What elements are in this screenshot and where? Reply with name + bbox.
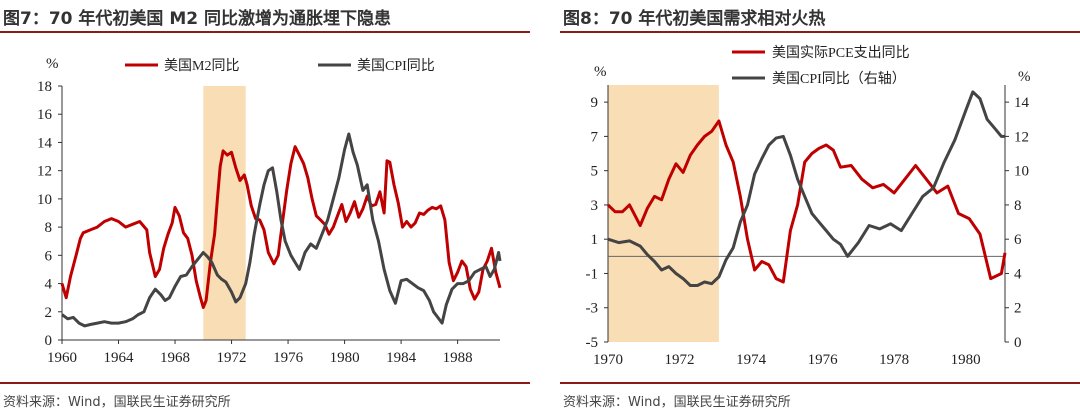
title-rule	[0, 31, 530, 33]
y-tick-label: 12	[37, 164, 52, 180]
legend-label: 美国M2同比	[164, 58, 239, 74]
right-y-tick-label: 4	[1014, 266, 1022, 282]
chart-pce-cpi: -5 -3 -1 1 3 5 7 9 0 2 4 6 8 10 12 14 1970 1972 1974 1976 19…	[586, 45, 1031, 368]
chart-panel-pce-cpi: 图8：70 年代初美国需求相对火热 -5 -3 -1 1 3 5 7 9 0 2 4 6 8 10 12 14…	[560, 0, 1080, 417]
x-tick-label: 1988	[443, 350, 473, 366]
left-y-tick-label: -5	[586, 335, 599, 351]
chart-m2-cpi: 0 2 4 6 8 10 12 14 16 18 1960 1964 1968 1972 1976 1980 1…	[37, 56, 502, 366]
x-tick-label: 1960	[47, 350, 77, 366]
x-tick-label: 1978	[879, 352, 909, 368]
left-y-tick-label: 3	[591, 198, 599, 214]
x-tick-label: 1972	[665, 352, 695, 368]
x-tick-label: 1964	[104, 350, 135, 366]
legend-label: 美国CPI同比	[357, 58, 435, 74]
left-y-tick-label: 5	[591, 164, 599, 180]
y-tick-label: 18	[37, 79, 52, 95]
y-tick-label: 10	[37, 192, 52, 208]
title-rule	[560, 31, 1080, 33]
legend-label: 美国CPI同比（右轴）	[772, 71, 906, 87]
y-tick-label: 16	[37, 107, 53, 123]
chart-source: 资料来源：Wind，国联民生证券研究所	[3, 395, 231, 410]
x-tick-label: 1968	[160, 350, 190, 366]
x-tick-label: 1976	[808, 352, 839, 368]
x-tick-label: 1980	[330, 350, 360, 366]
source-rule	[560, 382, 1080, 384]
x-tick-label: 1974	[736, 352, 767, 368]
left-y-tick-label: 9	[591, 95, 599, 111]
x-tick-label: 1970	[593, 352, 623, 368]
right-y-axis-unit: %	[1018, 69, 1031, 85]
x-tick-label: 1984	[386, 350, 417, 366]
source-rule	[0, 382, 530, 384]
chart-source: 资料来源：Wind，国联民生证券研究所	[563, 395, 791, 410]
left-y-axis-unit: %	[594, 64, 607, 80]
chart-panel-m2-cpi: 图7：70 年代初美国 M2 同比激增为通胀埋下隐患 0 2 4 6 8 10 12 14 16…	[0, 0, 530, 417]
series-line-pce	[606, 119, 1007, 284]
y-tick-label: 6	[45, 248, 53, 264]
left-y-tick-label: -1	[586, 266, 599, 282]
right-y-tick-label: 2	[1014, 301, 1022, 317]
x-tick-label: 1972	[217, 350, 247, 366]
right-y-tick-label: 8	[1014, 198, 1022, 214]
chart-title: 图7：70 年代初美国 M2 同比激增为通胀埋下隐患	[3, 9, 391, 29]
y-tick-label: 0	[45, 333, 53, 349]
highlight-band	[608, 85, 719, 342]
left-y-tick-label: 1	[591, 232, 599, 248]
left-y-tick-label: -3	[586, 301, 599, 317]
right-y-tick-label: 10	[1014, 164, 1029, 180]
y-tick-label: 2	[45, 305, 53, 321]
y-tick-label: 14	[37, 135, 53, 151]
chart-title: 图8：70 年代初美国需求相对火热	[563, 9, 826, 29]
left-y-tick-label: 7	[591, 129, 599, 145]
highlight-band	[203, 86, 246, 340]
right-y-tick-label: 0	[1014, 335, 1022, 351]
x-tick-label: 1980	[951, 352, 981, 368]
right-y-tick-label: 12	[1014, 129, 1029, 145]
y-axis-unit: %	[46, 56, 59, 72]
right-y-tick-label: 14	[1014, 95, 1030, 111]
y-tick-label: 8	[45, 220, 53, 236]
right-y-tick-label: 6	[1014, 232, 1022, 248]
legend-label: 美国实际PCE支出同比	[772, 45, 910, 61]
series-line-cpi	[61, 132, 502, 328]
series-line-m2	[60, 145, 502, 309]
y-tick-label: 4	[45, 277, 53, 293]
series-line-cpi	[607, 90, 1005, 287]
x-tick-label: 1976	[273, 350, 304, 366]
